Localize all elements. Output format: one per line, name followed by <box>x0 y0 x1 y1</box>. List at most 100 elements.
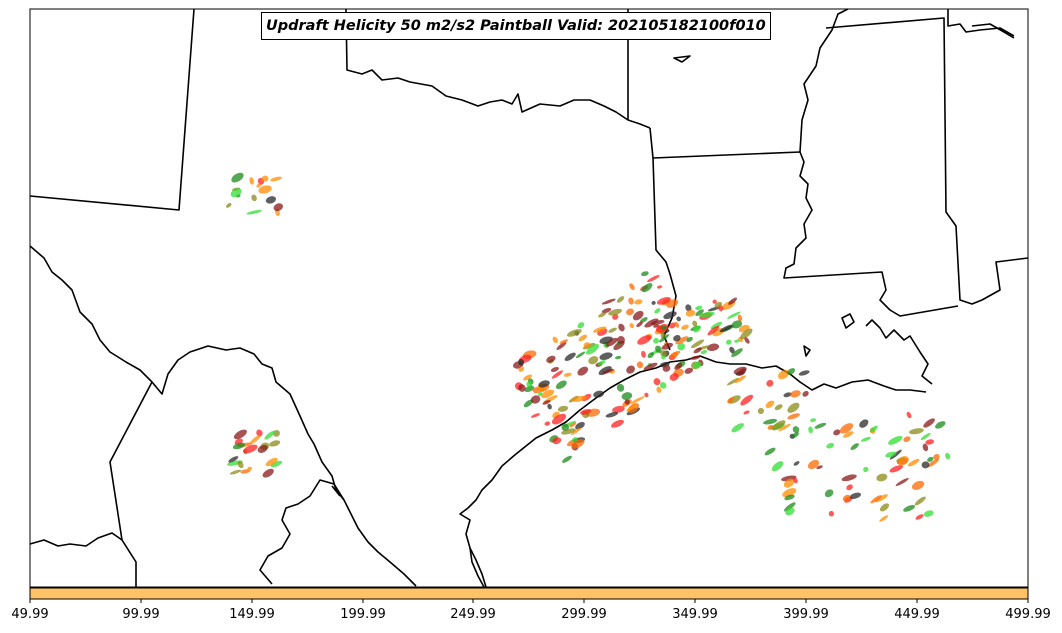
paintball-blob <box>605 337 619 347</box>
paintball-blob <box>231 172 244 183</box>
paintball-blob <box>601 307 612 314</box>
paintball-blob <box>663 311 677 320</box>
paintball-blob <box>744 337 750 344</box>
paintball-blob <box>559 339 568 344</box>
paintball-blob <box>692 320 698 327</box>
paintball-blob <box>790 390 801 398</box>
paintball-blob <box>714 301 723 308</box>
paintball-blob <box>793 477 798 484</box>
paintball-blob <box>257 444 268 453</box>
paintball-blob <box>551 413 567 425</box>
paintball-blob <box>655 345 662 353</box>
colorbar-tick-label: 199.99 <box>340 607 386 622</box>
colorbar-tick-label: 49.99 <box>11 607 49 622</box>
paintball-blob <box>879 503 890 512</box>
paintball-blob <box>518 358 525 366</box>
paintball-blob <box>783 502 796 512</box>
paintball-blob <box>546 355 556 363</box>
paintball-blob <box>233 429 247 440</box>
paintball-blob <box>644 392 649 398</box>
colorbar-tick-label: 449.99 <box>894 607 940 622</box>
paintball-blob <box>630 396 645 404</box>
paintball-blob <box>251 194 257 202</box>
paintball-blob <box>740 394 754 406</box>
paintball-blob <box>641 282 653 293</box>
colorbar-tick-label: 249.99 <box>450 607 496 622</box>
paintball-blob <box>593 390 605 398</box>
paintball-blob <box>738 368 747 376</box>
paintball-blob <box>695 305 703 311</box>
paintball-blob <box>557 405 569 412</box>
paintball-blob <box>843 431 854 438</box>
paintball-blob <box>621 392 633 401</box>
paintball-blob <box>632 310 644 321</box>
paintball-blob <box>784 494 795 501</box>
paintball-blob <box>615 355 622 360</box>
paintball-blob <box>693 347 702 354</box>
paintball-blob <box>925 439 935 445</box>
paintball-blob <box>700 349 708 355</box>
paintball-blob <box>551 370 563 379</box>
paintball-blob <box>897 456 909 466</box>
paintball-blob <box>616 296 625 303</box>
paintball-blob <box>564 352 576 361</box>
paintball-blob <box>876 473 888 482</box>
paintball-blob <box>763 418 778 425</box>
paintball-blob <box>261 175 269 182</box>
paintball-blob <box>634 299 643 305</box>
paintball-blob <box>571 439 585 449</box>
paintball-blob <box>889 449 902 460</box>
paintball-blob <box>676 316 681 322</box>
colorbar-tick-label: 149.99 <box>229 607 275 622</box>
paintball-blob <box>583 342 591 348</box>
paintball-blob <box>734 375 746 384</box>
paintball-blob <box>728 297 738 305</box>
paintball-blob <box>656 386 662 393</box>
paintball-blob <box>273 203 284 212</box>
paintball-blob <box>731 320 743 329</box>
paintball-blob <box>920 432 931 441</box>
paintball-blob <box>246 209 262 215</box>
paintball-blob <box>641 350 646 358</box>
paintball-blob <box>903 436 911 443</box>
colorbar-tick-label: 299.99 <box>561 607 607 622</box>
paintball-blob <box>526 381 533 388</box>
paintball-blob <box>927 458 939 468</box>
colorbar-ticks <box>29 599 1029 603</box>
paintball-blob <box>707 325 720 336</box>
paintball-blob <box>778 423 791 432</box>
paintball-blob <box>764 447 776 456</box>
paintball-blob <box>550 367 559 372</box>
paintball-blob <box>807 459 820 470</box>
paintball-blob <box>636 361 644 369</box>
paintball-blob <box>669 373 679 381</box>
paintball-blob <box>922 443 929 452</box>
paintball-blob <box>626 308 634 316</box>
paintball-blob <box>677 342 686 351</box>
paintball-blob <box>895 478 909 486</box>
paintball-blob <box>577 366 589 376</box>
paintball-blob <box>567 329 582 337</box>
paintball-blob <box>802 390 809 397</box>
paintball-blob <box>608 327 617 333</box>
paintball-blob <box>669 322 676 329</box>
paintball-blob <box>693 361 702 369</box>
paintball-blob <box>860 436 871 442</box>
paintball-blob <box>265 196 277 204</box>
paintball-blob <box>710 321 723 330</box>
paintball-blob <box>256 429 263 437</box>
paintball-blob <box>586 343 599 355</box>
paintball-blob <box>270 460 283 468</box>
paintball-blob <box>544 421 551 426</box>
paintball-blob <box>712 299 717 304</box>
paintball-blob <box>626 365 635 374</box>
paintball-blob <box>690 355 701 360</box>
paintball-blob <box>729 346 735 354</box>
paintball-blob <box>598 312 607 318</box>
paintball-blob <box>875 494 888 503</box>
paintball-blob <box>686 336 693 343</box>
paintball-blob <box>661 342 673 350</box>
paintball-blob <box>888 435 903 445</box>
paintball-blob <box>903 505 916 512</box>
paintball-blob <box>249 177 254 185</box>
